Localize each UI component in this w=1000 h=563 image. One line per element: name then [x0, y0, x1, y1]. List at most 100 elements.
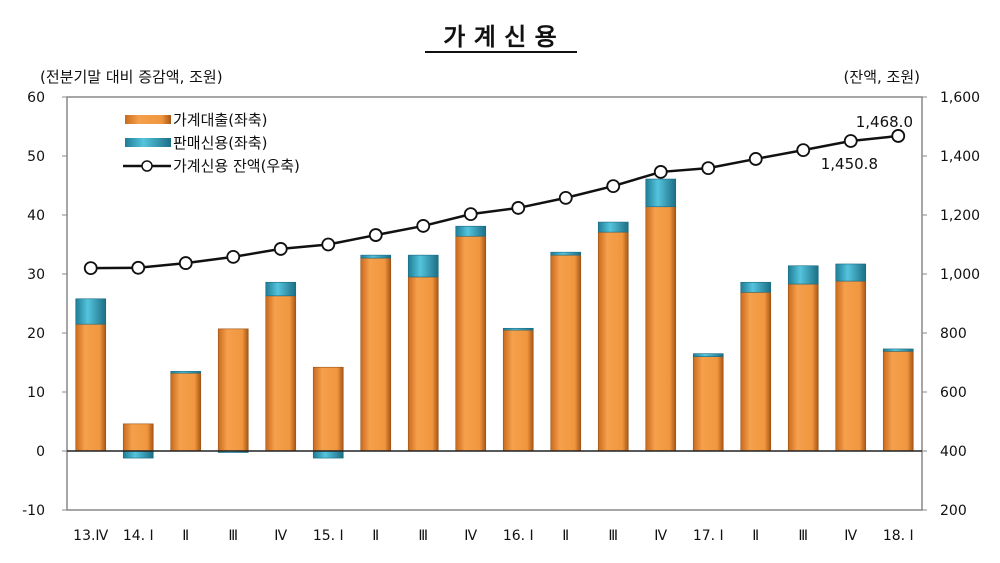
legend-label: 판매신용(좌축) [173, 134, 268, 152]
x-tick-label: Ⅱ [372, 528, 379, 544]
x-tick-label: Ⅱ [182, 528, 189, 544]
balance-line [90, 134, 899, 270]
bar-household-loans [170, 372, 202, 452]
right-tick-label: 1,600 [940, 90, 980, 106]
x-tick-label: 13.Ⅳ [73, 528, 108, 544]
balance-point [83, 261, 98, 276]
balance-point [226, 249, 241, 264]
bar-household-loans [265, 295, 297, 452]
bar-sales-credit [312, 450, 344, 459]
left-tick-label: 10 [27, 385, 45, 401]
bar-household-loans [455, 235, 487, 452]
balance-point [606, 179, 621, 193]
bar-household-loans [75, 323, 107, 452]
left-tick-label: 30 [27, 267, 45, 283]
bar-sales-credit [692, 353, 724, 357]
x-tick-label: 17. Ⅰ [693, 528, 724, 544]
x-tick-label: Ⅲ [798, 528, 808, 544]
balance-point [368, 228, 383, 242]
plot-area [66, 96, 923, 511]
balance-point [653, 165, 668, 179]
left-tick-label: 50 [27, 149, 45, 165]
bar-household-loans [835, 280, 867, 452]
left-tick-label: 0 [36, 444, 45, 460]
bar-household-loans [597, 231, 629, 452]
bar-household-loans [502, 329, 534, 452]
balance-point [273, 242, 288, 256]
legend-label: 가계신용 잔액(우축) [173, 157, 300, 175]
bar-household-loans [217, 328, 249, 452]
bar-household-loans [740, 291, 772, 452]
balance-point [701, 161, 716, 175]
bar-sales-credit [835, 263, 867, 282]
bar-household-loans [692, 356, 724, 452]
balance-point [416, 219, 431, 233]
bar-household-loans [360, 257, 392, 452]
x-tick-label: 15. Ⅰ [313, 528, 344, 544]
bar-sales-credit [502, 327, 534, 331]
bar-household-loans [122, 423, 154, 452]
bar-sales-credit [787, 265, 819, 285]
bar-sales-credit [455, 225, 487, 237]
legend-marker [141, 160, 153, 172]
right-axis-label: (잔액, 조원) [844, 68, 920, 86]
bar-sales-credit [170, 371, 202, 374]
right-tick-label: 1,000 [940, 267, 980, 283]
chart-title: 가 계 신 용 [443, 23, 556, 51]
bar-sales-credit [407, 254, 439, 278]
left-axis-label: (전분기말 대비 증감액, 조원) [40, 68, 223, 86]
x-tick-label: 18. Ⅰ [883, 528, 914, 544]
bar-household-loans [407, 276, 439, 452]
legend-swatch-loans [125, 115, 171, 124]
x-tick-label: Ⅱ [562, 528, 569, 544]
bar-sales-credit [597, 221, 629, 233]
data-label: 1,468.0 [856, 113, 913, 131]
x-tick-label: Ⅳ [844, 528, 857, 544]
x-tick-label: Ⅱ [752, 528, 759, 544]
bar-sales-credit [645, 178, 677, 208]
bar-sales-credit [882, 348, 914, 352]
left-tick-label: 60 [27, 90, 45, 106]
right-tick-label: 1,200 [940, 208, 980, 224]
right-tick-label: 800 [940, 326, 967, 342]
right-tick-label: 1,400 [940, 149, 980, 165]
x-tick-label: Ⅲ [608, 528, 618, 544]
balance-point [131, 260, 146, 275]
bar-sales-credit [75, 298, 107, 325]
right-tick-label: 600 [940, 385, 967, 401]
balance-point [891, 129, 906, 143]
bar-sales-credit [550, 251, 582, 256]
balance-point [463, 207, 478, 222]
right-tick-label: 400 [940, 444, 967, 460]
x-tick-label: Ⅳ [274, 528, 287, 544]
legend-label: 가계대출(좌축) [173, 111, 268, 129]
bar-household-loans [550, 254, 582, 452]
left-tick-label: 40 [27, 208, 45, 224]
balance-point [178, 256, 193, 270]
bar-household-loans [645, 206, 677, 452]
x-tick-label: 16. Ⅰ [503, 528, 534, 544]
right-tick-label: 200 [940, 503, 967, 519]
balance-point [511, 201, 526, 215]
x-tick-label: 14. Ⅰ [123, 528, 154, 544]
bar-household-loans [312, 366, 344, 452]
bar-sales-credit [265, 281, 297, 297]
left-tick-label: -10 [22, 503, 45, 519]
balance-point [796, 143, 811, 158]
balance-point [748, 152, 763, 166]
bar-household-loans [882, 350, 914, 452]
balance-point [843, 134, 858, 148]
bar-household-loans [787, 283, 819, 452]
balance-point [558, 190, 573, 205]
x-tick-label: Ⅲ [418, 528, 428, 544]
x-tick-label: Ⅳ [654, 528, 667, 544]
data-label: 1,450.8 [821, 155, 878, 173]
bar-sales-credit [740, 281, 772, 293]
legend-swatch-sales [125, 138, 171, 147]
bar-sales-credit [360, 254, 392, 259]
x-tick-label: Ⅳ [464, 528, 477, 544]
left-tick-label: 20 [27, 326, 45, 342]
x-tick-label: Ⅲ [228, 528, 238, 544]
